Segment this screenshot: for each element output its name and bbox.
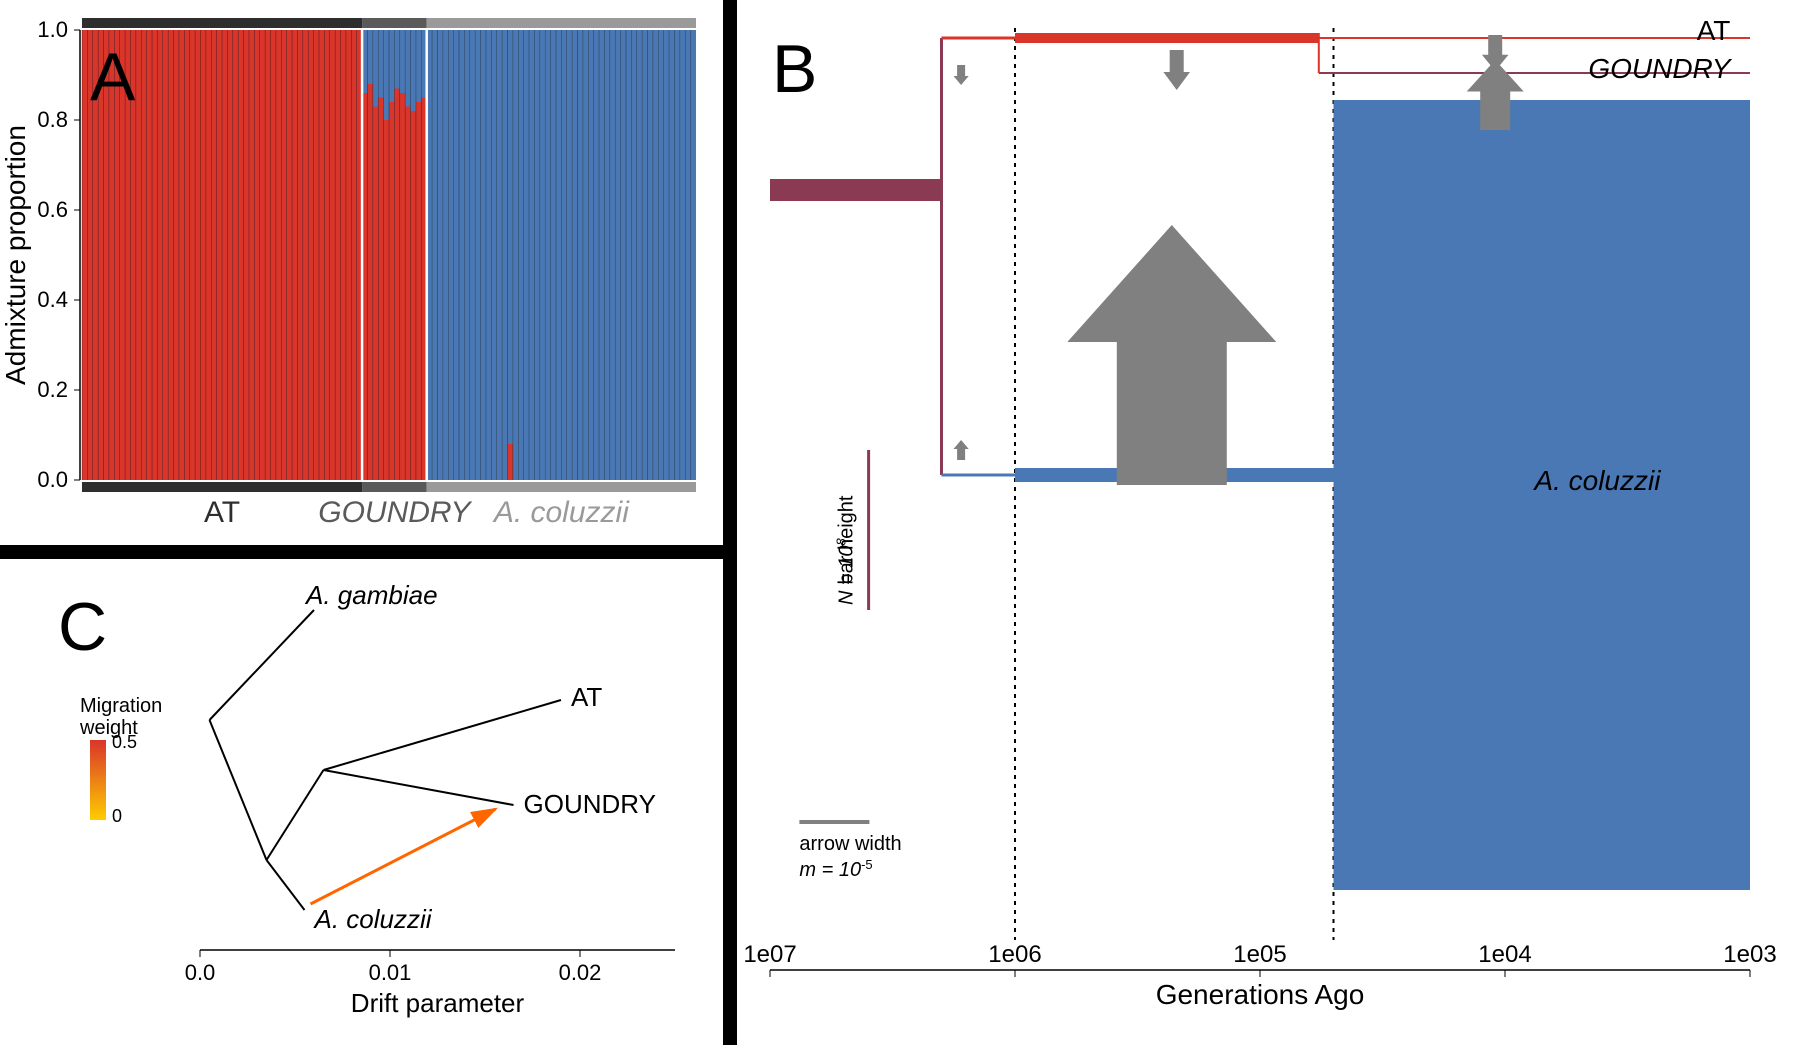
xtick-label: 1e07 <box>743 941 796 968</box>
panel-label-a: A <box>90 39 136 115</box>
svg-text:0: 0 <box>112 806 122 826</box>
tree-tip-label: A. coluzzii <box>313 904 433 934</box>
xtick-label: 0.02 <box>559 960 602 985</box>
xtick-label: 0.01 <box>369 960 412 985</box>
group-topbar <box>362 18 427 28</box>
lineage-label: A. coluzzii <box>1532 465 1661 496</box>
tree-tip-label: GOUNDRY <box>524 789 656 819</box>
migration-arrow <box>1482 35 1509 71</box>
legend-m: m = 10-5 <box>799 857 872 882</box>
group-label: A. coluzzii <box>492 496 630 529</box>
x-axis-label: Drift parameter <box>351 988 525 1018</box>
migration-edge <box>311 809 496 904</box>
group-topbar <box>427 18 696 28</box>
migration-arrow <box>1163 50 1190 90</box>
panel-b: 1e07 1e06 1e05 1e04 1e03 Generations Ago AT GOU… <box>743 15 1776 1010</box>
y-axis-label: Admixture proportion <box>0 125 31 385</box>
group-topbar <box>82 18 362 28</box>
panel-label-b: B <box>772 31 817 107</box>
ytick-label: 0.4 <box>37 287 68 312</box>
panel-c: C A. gambiae AT GOUNDRY A. coluzzii 0.0 0.01 0.… <box>58 580 675 1018</box>
xtick-label: 1e05 <box>1233 941 1286 968</box>
legend-N: N = 108 <box>833 538 858 605</box>
lineage-label: GOUNDRY <box>1588 53 1732 84</box>
panel-label-c: C <box>58 589 107 665</box>
xtick-label: 1e03 <box>1723 941 1776 968</box>
ytick-label: 0.2 <box>37 377 68 402</box>
group-label: GOUNDRY <box>318 496 472 529</box>
group-label: AT <box>204 496 240 529</box>
migration-arrow <box>1067 225 1276 485</box>
tree-tip-label: AT <box>571 682 602 712</box>
panel-a: 0.0 0.2 0.4 0.6 0.8 1.0 Admixture proportion AT… <box>0 17 696 529</box>
xtick-label: 1e06 <box>988 941 1041 968</box>
migration-colorbar <box>90 740 106 820</box>
x-axis-label: Generations Ago <box>1156 979 1365 1010</box>
xtick-label: 0.0 <box>185 960 216 985</box>
lineage-label: AT <box>1697 15 1731 46</box>
ytick-label: 1.0 <box>37 17 68 42</box>
legend-title: Migration <box>80 695 162 717</box>
migration-arrow <box>954 440 969 460</box>
legend-arrow-width: arrow width <box>799 833 901 855</box>
svg-text:0.5: 0.5 <box>112 732 137 752</box>
migration-arrow <box>954 65 969 85</box>
tree-tip-label: A. gambiae <box>304 580 438 610</box>
xtick-label: 1e04 <box>1478 941 1531 968</box>
ytick-label: 0.0 <box>37 467 68 492</box>
ytick-label: 0.6 <box>37 197 68 222</box>
ytick-label: 0.8 <box>37 107 68 132</box>
